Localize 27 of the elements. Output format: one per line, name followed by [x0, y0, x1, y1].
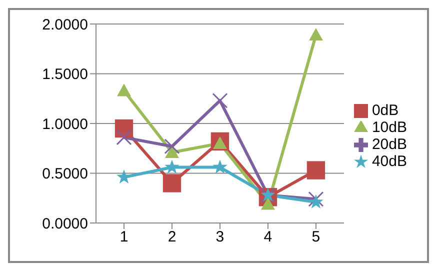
legend-label: 20dB	[372, 136, 407, 152]
point	[308, 194, 324, 208]
y-tick-label: 1.5000	[42, 66, 88, 84]
y-tick-label: 2.0000	[42, 16, 88, 34]
point	[306, 161, 326, 180]
point	[212, 92, 228, 108]
y-tick-label: 0.5000	[42, 166, 88, 183]
point	[308, 191, 324, 207]
point	[116, 170, 132, 184]
point	[164, 160, 180, 174]
point	[116, 130, 132, 146]
point	[162, 174, 182, 192]
x-tick-label: 2	[168, 228, 176, 246]
x-tick-label: 5	[312, 228, 320, 246]
x-tick-label: 1	[120, 228, 128, 246]
point	[114, 119, 134, 138]
legend-label: 0dB	[372, 102, 399, 118]
y-tick-label: 0.0000	[42, 215, 88, 232]
x-tick-label: 4	[264, 228, 272, 246]
point	[117, 84, 131, 96]
point	[212, 160, 228, 174]
legend-label: 10dB	[372, 118, 407, 136]
point	[308, 28, 323, 41]
legend-label: 40dB	[372, 152, 407, 170]
point	[164, 138, 180, 154]
y-tick-label: 1.0000	[42, 116, 88, 133]
x-tick-label: 3	[216, 228, 224, 246]
